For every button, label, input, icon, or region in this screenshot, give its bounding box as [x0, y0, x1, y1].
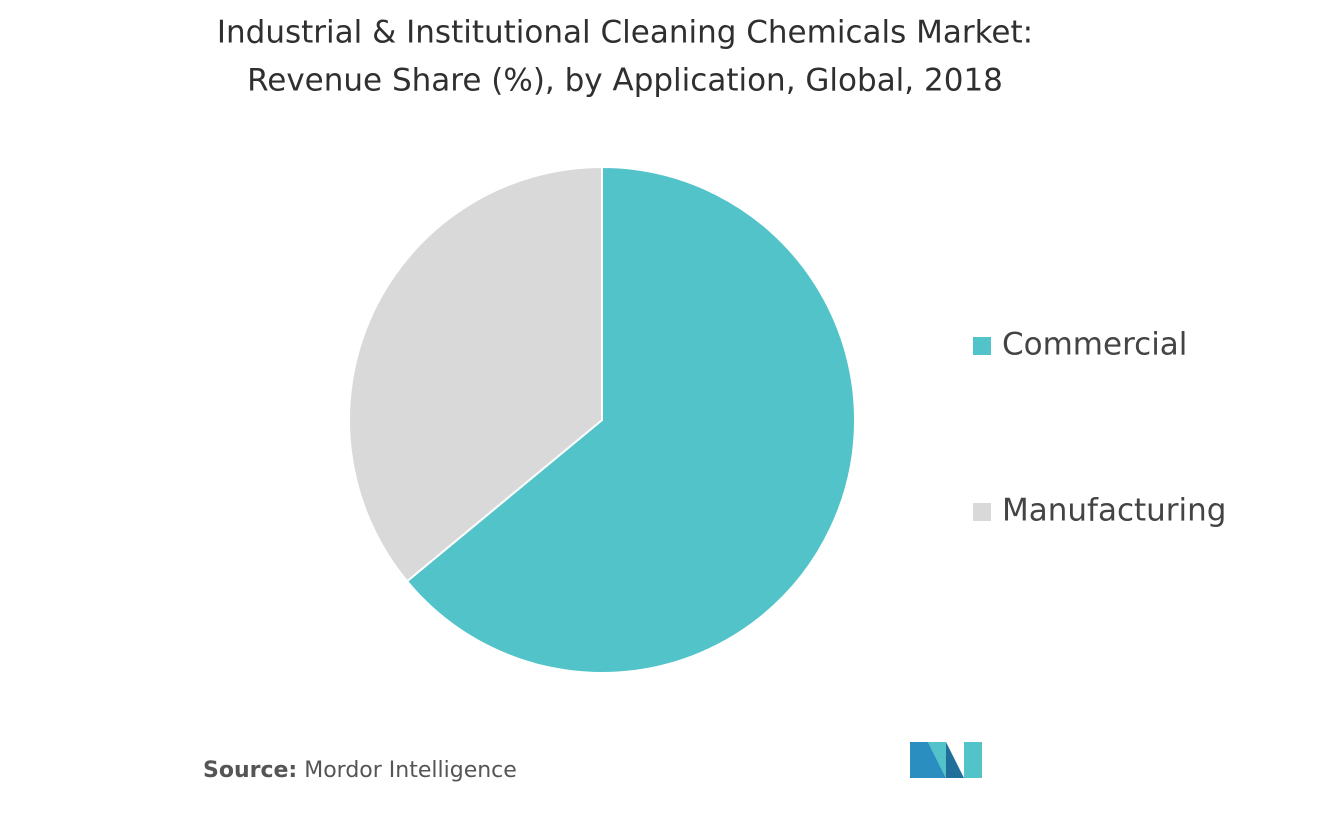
- logo: [910, 742, 982, 778]
- legend-swatch: [973, 337, 991, 355]
- source-text: Mordor Intelligence: [304, 758, 517, 783]
- source: Source: Mordor Intelligence: [203, 758, 517, 783]
- pie-slice: [348, 165, 603, 583]
- legend-swatch: [973, 503, 991, 521]
- source-label: Source:: [203, 758, 297, 783]
- pie-slice: [405, 165, 856, 674]
- chart-title: Industrial & Institutional Cleaning Chem…: [217, 15, 1033, 51]
- chart-title: Revenue Share (%), by Application, Globa…: [247, 63, 1003, 99]
- legend-label: Manufacturing: [1002, 493, 1226, 529]
- legend-label: Commercial: [1002, 327, 1187, 363]
